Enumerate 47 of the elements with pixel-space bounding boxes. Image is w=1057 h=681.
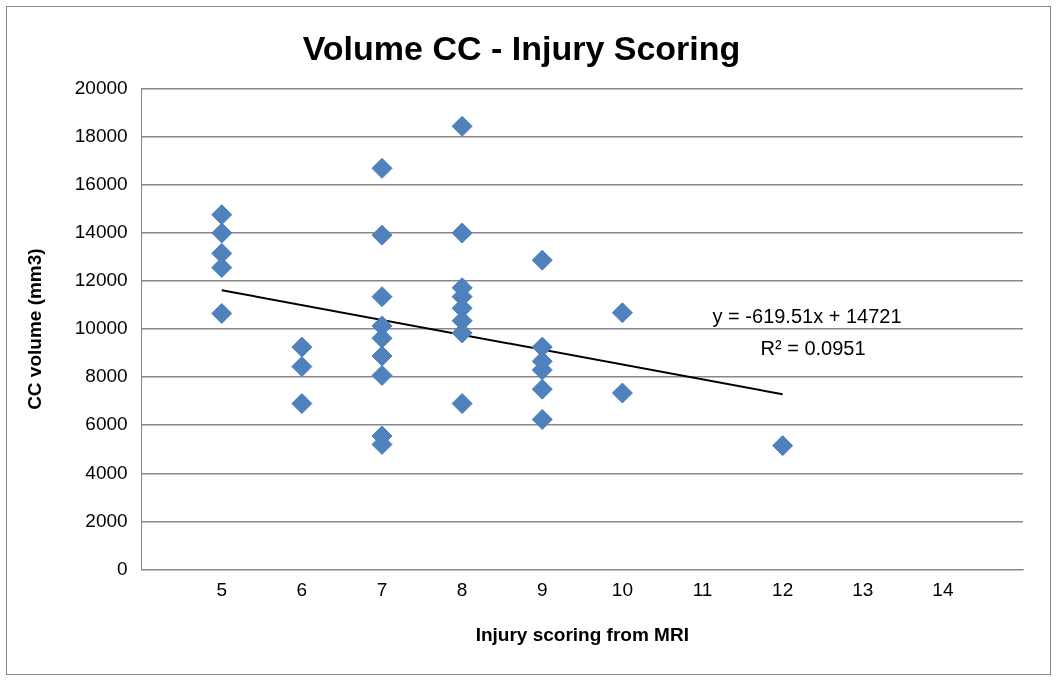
y-tick-label: 4000: [85, 461, 128, 483]
point: [451, 115, 473, 137]
point: [531, 249, 553, 271]
y-tick-label: 8000: [85, 365, 128, 387]
x-tick-label: 13: [852, 579, 874, 601]
point: [451, 222, 473, 244]
point: [451, 393, 473, 415]
point: [291, 393, 313, 415]
y-tick-label: 12000: [74, 269, 128, 291]
point: [772, 435, 794, 457]
y-tick-label: 2000: [85, 509, 128, 531]
point: [371, 345, 393, 367]
annotation: y = -619.51x + 14721: [712, 304, 902, 327]
chart-title: Volume CC - Injury Scoring: [302, 28, 741, 67]
x-tick-label: 7: [376, 579, 388, 601]
x-tick-label: 9: [536, 579, 548, 601]
point: [211, 204, 233, 226]
y-tick-label: 20000: [74, 77, 128, 99]
point: [211, 257, 233, 279]
y-tick-label: 14000: [74, 221, 128, 243]
x-tick-label: 10: [611, 579, 633, 601]
x-tick-label: 11: [692, 579, 713, 601]
y-tick-label: 10000: [74, 317, 128, 339]
point: [211, 222, 233, 244]
point: [371, 224, 393, 246]
point: [531, 408, 553, 430]
point: [611, 302, 633, 324]
annotation: R² = 0.0951: [760, 336, 866, 359]
x-tick-label: 8: [456, 579, 468, 601]
point: [371, 286, 393, 308]
point: [211, 302, 233, 324]
point: [531, 378, 553, 400]
y-tick-label: 6000: [85, 413, 128, 435]
point: [291, 336, 313, 358]
x-tick-label: 6: [296, 579, 308, 601]
x-axis-title: Injury scoring from MRI: [475, 623, 689, 645]
x-tick-label: 5: [216, 579, 228, 601]
point: [611, 382, 633, 404]
y-tick-label: 16000: [74, 173, 128, 195]
x-tick-label: 12: [772, 579, 794, 601]
point: [371, 364, 393, 386]
y-axis-title: CC volume (mm3): [23, 248, 45, 410]
point: [371, 157, 393, 179]
point: [291, 356, 313, 378]
x-tick-label: 14: [932, 579, 954, 601]
y-tick-label: 0: [117, 557, 128, 579]
y-tick-label: 18000: [74, 125, 128, 147]
